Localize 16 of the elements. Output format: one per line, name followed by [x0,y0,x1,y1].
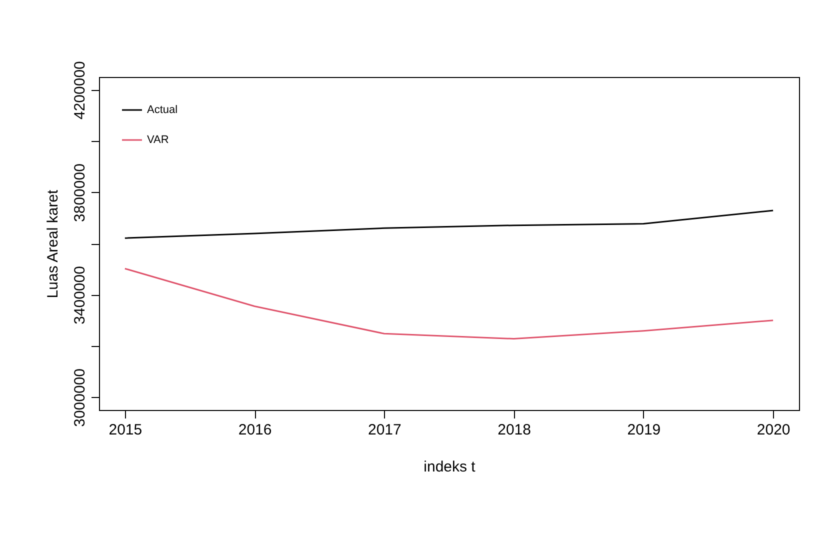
line-series [124,268,774,340]
x-tick-label: 2017 [368,422,402,438]
x-axis-title: indeks t [424,458,476,476]
y-tick-label: 4200000 [72,61,88,120]
x-tick-label: 2019 [627,422,661,438]
legend-label: VAR [147,134,169,146]
x-tick-label: 2020 [756,422,790,438]
x-tick-label: 2018 [498,422,531,438]
y-tick-label: 3000000 [72,368,88,427]
x-tick-label: 2016 [238,422,272,438]
y-axis-title: Luas Areal karet [44,188,62,298]
legend-label: Actual [147,104,178,116]
x-tick-label: 2015 [108,422,142,438]
y-tick-label: 3800000 [72,164,88,222]
line-series [124,210,774,239]
y-tick-label: 3400000 [72,266,88,324]
